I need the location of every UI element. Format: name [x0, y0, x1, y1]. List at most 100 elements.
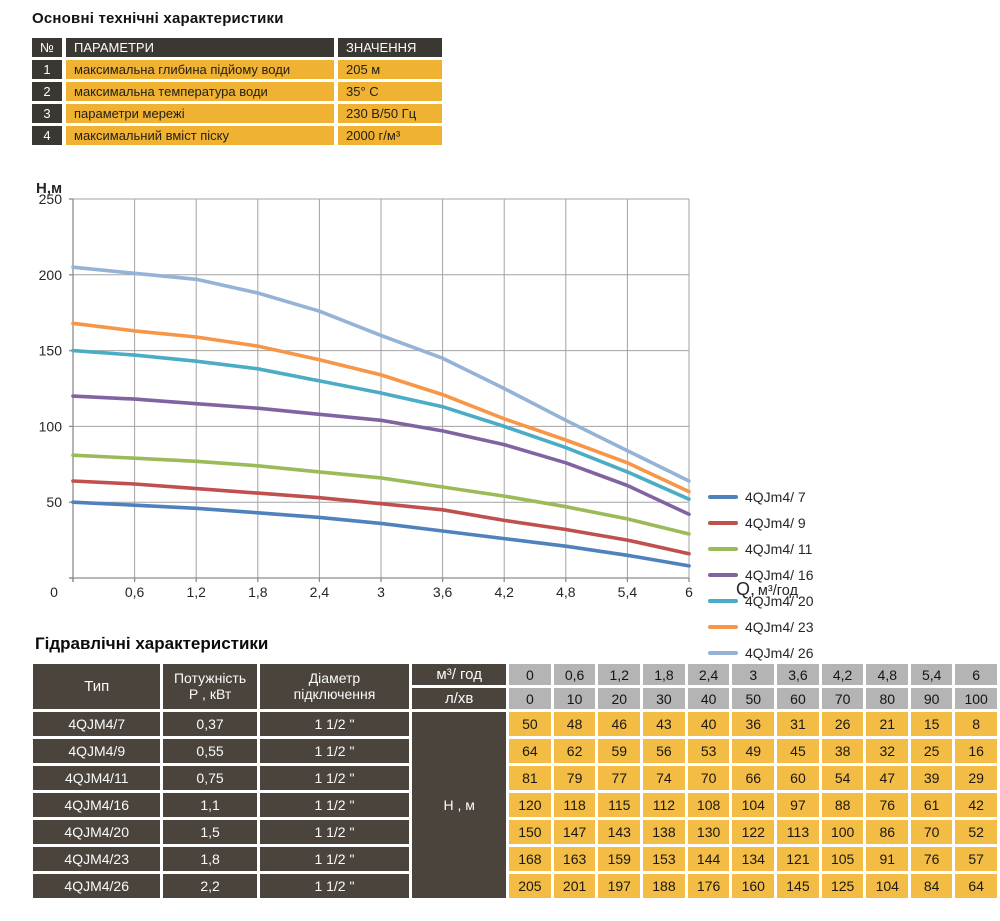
head-value-cell: 43 — [643, 712, 685, 736]
hydraulic-section: Гідравлічні характеристики Тип Потужніст… — [33, 634, 1000, 901]
pump-type-cell: 4QJM4/20 — [33, 820, 161, 844]
pump-type-cell: 4QJM4/9 — [33, 739, 161, 763]
y-tick-label: 250 — [39, 191, 63, 207]
pump-type-cell: 4QJM4/7 — [33, 712, 161, 736]
head-value-cell: 125 — [821, 874, 864, 898]
pump-diameter-cell: 1 1/2 " — [259, 766, 410, 790]
hydraulic-header-diameter: Діаметр підключення — [259, 664, 410, 709]
legend-label: 4QJm4/ 20 — [745, 593, 814, 609]
pump-power-cell: 0,37 — [163, 712, 257, 736]
head-value-cell: 160 — [732, 874, 775, 898]
head-value-cell: 45 — [777, 739, 819, 763]
tech-row-number: 3 — [32, 104, 62, 123]
head-value-cell: 134 — [732, 847, 775, 871]
head-value-cell: 81 — [509, 766, 551, 790]
hydraulic-table: Тип Потужність Р , кВт Діаметр підключен… — [30, 661, 1000, 901]
flow-l-value: 10 — [553, 688, 596, 709]
legend-label: 4QJm4/ 26 — [745, 645, 814, 661]
tech-spec-row: 4 максимальний вміст піску 2000 г/м³ — [32, 126, 442, 145]
head-value-cell: 97 — [777, 793, 819, 817]
tech-row-param: максимальний вміст піску — [66, 126, 334, 145]
hydraulic-row: 4QJM4/23 1,8 1 1/2 " 168 163 159 153 144 134 121 1… — [33, 847, 997, 871]
tech-spec-row: 3 параметри мережі 230 В/50 Гц — [32, 104, 442, 123]
head-value-cell: 121 — [777, 847, 819, 871]
y-tick-label: 50 — [46, 494, 62, 510]
tech-specs-table: № ПАРАМЕТРИ ЗНАЧЕННЯ 1 максимальна глибин… — [28, 35, 446, 148]
hydraulic-title: Гідравлічні характеристики — [35, 634, 269, 653]
hydraulic-row: 4QJM4/7 0,37 1 1/2 " Н , м 50 48 46 43 40 36 31 26 2… — [33, 712, 997, 898]
pump-power-cell: 1,8 — [163, 847, 257, 871]
head-value-cell: 64 — [509, 739, 551, 763]
tech-specs-title: Основні технічні характеристики — [32, 10, 284, 27]
flow-l-label: л/хв — [412, 688, 507, 709]
y-tick-label: 100 — [39, 418, 63, 434]
pump-diameter-cell: 1 1/2 " — [259, 847, 410, 871]
head-value-cell: 76 — [866, 793, 909, 817]
y-tick-label: 150 — [39, 343, 63, 359]
tech-row-value: 230 В/50 Гц — [338, 104, 442, 123]
x-axis-title: Q, м³/год — [736, 579, 798, 599]
pump-type-cell: 4QJM4/11 — [33, 766, 161, 790]
legend-line-swatch — [708, 625, 738, 629]
y-tick-label: 200 — [39, 267, 63, 283]
head-value-cell: 29 — [955, 766, 997, 790]
legend-line-swatch — [708, 547, 738, 551]
head-value-cell: 105 — [821, 847, 864, 871]
head-value-cell: 74 — [643, 766, 685, 790]
legend-label: 4QJm4/ 16 — [745, 567, 814, 583]
pump-power-cell: 1,5 — [163, 820, 257, 844]
pump-power-cell: 2,2 — [163, 874, 257, 898]
head-value-cell: 16 — [955, 739, 997, 763]
head-value-cell: 130 — [687, 820, 730, 844]
pump-power-cell: 0,55 — [163, 739, 257, 763]
pump-power-cell: 1,1 — [163, 793, 257, 817]
pump-curves-plot: 50 100 150 200 250 0 0,6 1,2 1,8 2,4 3 3,6 4,2 4,8 5,4… — [36, 180, 798, 600]
flow-l-header-row: л/хв 0 10 20 30 40 50 60 70 80 90 100 — [33, 688, 997, 709]
flow-m3-value: 6 — [955, 664, 997, 685]
diameter-label-line2: підключення — [293, 685, 376, 702]
flow-l-value: 70 — [821, 688, 864, 709]
head-value-cell: 8 — [955, 712, 997, 736]
head-value-cell: 159 — [598, 847, 641, 871]
hydraulic-row: 4QJM4/20 1,5 1 1/2 " 150 147 143 138 130 122 113 1… — [33, 820, 997, 844]
legend-line-swatch — [708, 573, 738, 577]
head-value-cell: 122 — [732, 820, 775, 844]
flow-m3-header-row: Тип Потужність Р , кВт Діаметр підключен… — [33, 664, 997, 709]
tech-row-param: максимальна глибина підйому води — [66, 60, 334, 79]
flow-m3-value: 1,8 — [643, 664, 685, 685]
flow-m3-value: 4,8 — [866, 664, 909, 685]
head-value-cell: 100 — [821, 820, 864, 844]
head-value-cell: 197 — [598, 874, 641, 898]
flow-m3-value: 0 — [509, 664, 551, 685]
head-value-cell: 26 — [821, 712, 864, 736]
flow-l-value: 60 — [777, 688, 819, 709]
x-tick-label: 3,6 — [433, 584, 453, 600]
flow-m3-value: 3,6 — [777, 664, 819, 685]
power-label-line1: Потужність — [173, 669, 247, 686]
pump-diameter-cell: 1 1/2 " — [259, 793, 410, 817]
pump-curve-series-2 — [71, 479, 691, 556]
head-value-cell: 153 — [643, 847, 685, 871]
head-value-cell: 46 — [598, 712, 641, 736]
pump-curves-chart: 50 100 150 200 250 0 0,6 1,2 1,8 2,4 3 3,6 4,2 4,8 5,4… — [0, 175, 1000, 661]
head-value-cell: 150 — [509, 820, 551, 844]
head-value-cell: 115 — [598, 793, 641, 817]
x-tick-label: 0 — [50, 584, 58, 600]
diameter-label-line1: Діаметр — [308, 669, 361, 686]
x-tick-label: 3 — [377, 584, 385, 600]
head-value-cell: 120 — [509, 793, 551, 817]
y-axis-title: Н,м — [36, 180, 62, 197]
head-value-cell: 62 — [553, 739, 596, 763]
tech-row-value: 205 м — [338, 60, 442, 79]
legend-item: 4QJm4/ 20 — [708, 588, 813, 614]
tech-row-value: 35° С — [338, 82, 442, 101]
pump-curve-series-3 — [71, 453, 691, 536]
flow-m3-value: 5,4 — [911, 664, 953, 685]
head-value-cell: 64 — [955, 874, 997, 898]
pump-curve-series-6 — [71, 321, 691, 494]
tech-spec-row: 2 максимальна температура води 35° С — [32, 82, 442, 101]
head-value-cell: 61 — [911, 793, 953, 817]
head-value-cell: 38 — [821, 739, 864, 763]
tech-row-number: 1 — [32, 60, 62, 79]
